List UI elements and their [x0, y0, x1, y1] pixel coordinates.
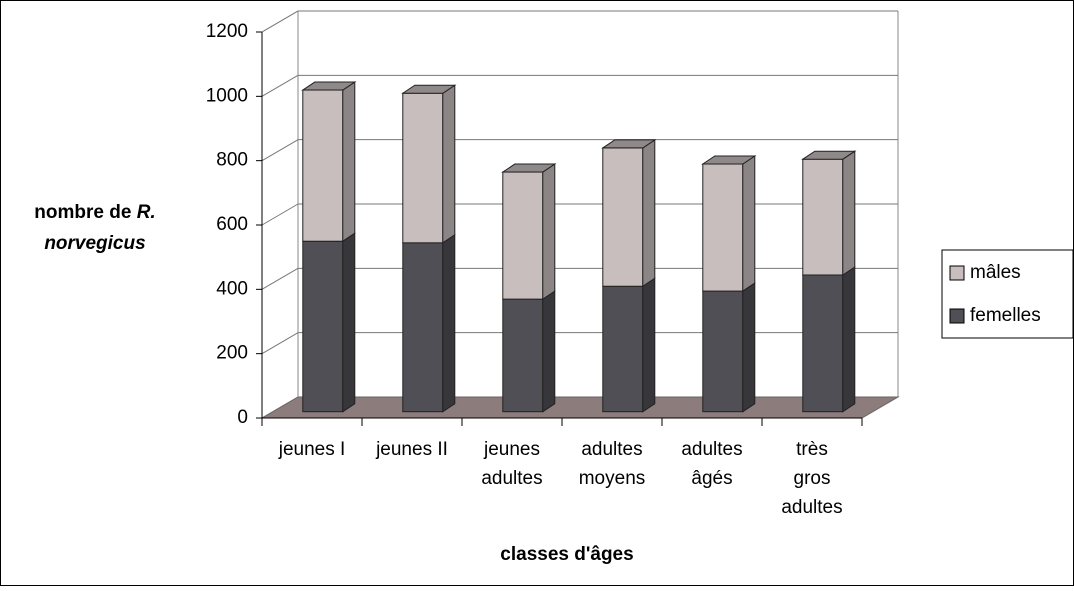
legend-label: mâles	[970, 262, 1021, 283]
legend-label: femelles	[970, 305, 1041, 326]
bar-side	[842, 150, 856, 276]
bar	[402, 92, 444, 244]
bar	[602, 147, 644, 287]
bar	[602, 285, 644, 413]
bar-top	[401, 84, 457, 94]
x-tick-label: jeunes I	[278, 439, 346, 460]
grid-line	[261, 74, 299, 97]
bar	[802, 158, 844, 276]
x-tick-label: très	[796, 439, 828, 460]
y-tick-label: 600	[216, 214, 248, 235]
bar-side	[542, 163, 556, 301]
bar-top	[701, 155, 757, 165]
bar	[302, 89, 344, 242]
bar-top	[801, 150, 857, 160]
bar-side	[642, 138, 656, 288]
y-tick-label: 200	[216, 343, 248, 364]
x-tick-label: adultes	[581, 439, 642, 460]
y-tick-label: 1200	[206, 21, 248, 42]
bar-side	[742, 155, 756, 293]
x-axis-title: classes d'âges	[500, 544, 633, 565]
y-axis-title: nombre de R.	[34, 202, 155, 223]
bar-top	[501, 163, 557, 173]
bar-side	[642, 277, 656, 413]
y-title-part: R.	[137, 202, 156, 223]
y-tick-label: 1000	[206, 85, 248, 106]
y-tick-label: 400	[216, 278, 248, 299]
bar	[502, 298, 544, 413]
x-tick-label: jeunes II	[375, 439, 448, 460]
bar-top	[601, 139, 657, 149]
bar	[402, 242, 444, 413]
grid-line	[261, 203, 299, 226]
x-tick-label: adultes	[781, 497, 842, 518]
grid-line	[261, 10, 299, 33]
x-tick-label: adultes	[681, 439, 742, 460]
bar	[302, 240, 344, 413]
bar-side	[342, 232, 356, 413]
y-tick-label: 800	[216, 150, 248, 171]
grid-line	[261, 139, 299, 162]
bar-side	[842, 266, 856, 413]
y-title-part: nombre de	[34, 202, 131, 223]
bar-side	[742, 282, 756, 413]
legend-swatch	[949, 265, 965, 281]
bar-side	[342, 81, 356, 243]
bar-side	[442, 84, 456, 244]
bar-side	[442, 233, 456, 413]
bar	[802, 274, 844, 413]
x-tick-label: jeunes	[483, 439, 540, 460]
y-axis-title: norvegicus	[44, 233, 145, 254]
bar-top	[301, 81, 357, 91]
x-tick-label: adultes	[481, 468, 542, 489]
x-tick-label: gros	[794, 468, 831, 489]
bar-side	[542, 290, 556, 413]
x-tick-label: moyens	[579, 468, 646, 489]
bar	[702, 290, 744, 413]
bar	[702, 163, 744, 292]
grid-line	[261, 267, 299, 290]
grid-line	[261, 332, 299, 355]
x-tick-label: âgés	[691, 468, 732, 489]
bar	[502, 171, 544, 300]
legend-swatch	[949, 308, 965, 324]
y-tick-label: 0	[237, 407, 248, 428]
